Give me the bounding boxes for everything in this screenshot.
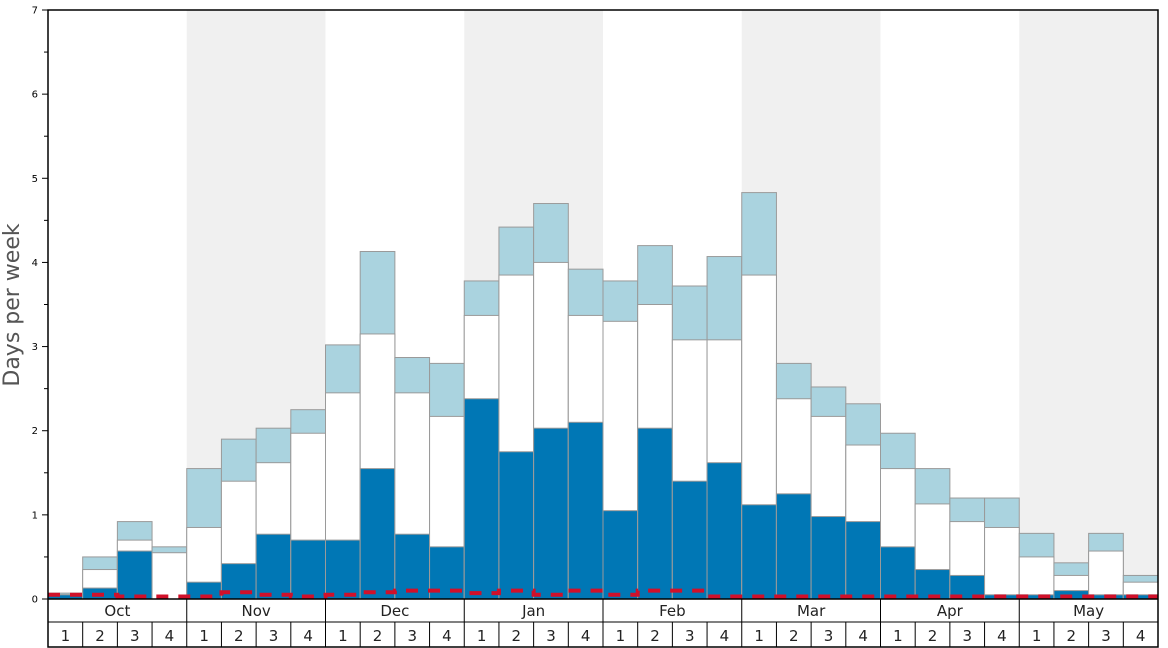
bar-lower bbox=[671, 480, 708, 600]
bar-lower bbox=[845, 521, 881, 600]
bars-layer bbox=[47, 192, 1159, 600]
week-label: 3 bbox=[1101, 627, 1111, 645]
week-label: 1 bbox=[754, 627, 764, 645]
bar-lower bbox=[359, 468, 396, 600]
week-label: 2 bbox=[1067, 627, 1077, 645]
week-label: 1 bbox=[616, 627, 626, 645]
week-label: 2 bbox=[650, 627, 660, 645]
dashed-series-line bbox=[48, 588, 1158, 599]
bar-middle bbox=[1088, 550, 1124, 600]
week-label: 4 bbox=[1136, 627, 1146, 645]
y-tick-label: 0 bbox=[32, 595, 38, 606]
bar-middle bbox=[1018, 556, 1055, 600]
week-label: 1 bbox=[199, 627, 209, 645]
month-label: Nov bbox=[241, 602, 270, 620]
month-label: Mar bbox=[797, 602, 826, 620]
week-label: 2 bbox=[95, 627, 105, 645]
y-axis-label: Days per week bbox=[0, 223, 25, 386]
month-label: Apr bbox=[937, 602, 964, 620]
bar-lower bbox=[602, 510, 639, 600]
bar-lower bbox=[325, 539, 361, 600]
bar-lower bbox=[637, 427, 673, 600]
month-label: Jan bbox=[521, 602, 545, 620]
bar-middle bbox=[151, 552, 188, 600]
week-label: 2 bbox=[512, 627, 522, 645]
y-tick-label: 6 bbox=[32, 90, 38, 101]
week-label: 1 bbox=[477, 627, 487, 645]
week-label: 4 bbox=[442, 627, 452, 645]
week-label: 4 bbox=[581, 627, 591, 645]
week-label: 4 bbox=[997, 627, 1007, 645]
week-label: 1 bbox=[1032, 627, 1042, 645]
bar-lower bbox=[463, 398, 500, 600]
week-label: 4 bbox=[165, 627, 175, 645]
week-label: 1 bbox=[893, 627, 903, 645]
week-label: 2 bbox=[928, 627, 938, 645]
bar-lower bbox=[498, 451, 535, 600]
week-label: 3 bbox=[962, 627, 972, 645]
plot-frame bbox=[47, 9, 1159, 648]
month-label: Dec bbox=[380, 602, 409, 620]
week-label: 3 bbox=[130, 627, 140, 645]
month-band bbox=[1019, 10, 1158, 599]
bar-lower bbox=[706, 462, 743, 600]
y-tick-label: 5 bbox=[32, 174, 38, 185]
y-axis: 0 1 2 3 4 5 6 7 bbox=[32, 6, 48, 606]
bar-lower bbox=[914, 569, 951, 600]
bar-lower bbox=[880, 546, 916, 600]
x-axis: Oct Nov Dec Jan Feb Mar Apr May 1 2 3 4 1 2 3 4 1 2 3 4 1 2 3 4… bbox=[48, 598, 1158, 647]
bar-lower bbox=[533, 427, 569, 600]
week-label: 3 bbox=[407, 627, 417, 645]
bar-lower bbox=[741, 504, 777, 600]
week-label: 2 bbox=[234, 627, 244, 645]
month-label: Feb bbox=[659, 602, 686, 620]
week-label: 1 bbox=[338, 627, 348, 645]
y-tick-label: 2 bbox=[32, 426, 38, 437]
y-tick-label: 4 bbox=[32, 258, 38, 269]
bar-middle bbox=[984, 526, 1020, 600]
bar-lower bbox=[775, 493, 812, 600]
month-label: Oct bbox=[104, 602, 130, 620]
week-label: 3 bbox=[546, 627, 556, 645]
dashed-line-layer bbox=[48, 588, 1158, 599]
week-label: 4 bbox=[303, 627, 313, 645]
y-tick-label: 7 bbox=[32, 6, 38, 17]
week-label: 3 bbox=[685, 627, 695, 645]
y-tick-label: 3 bbox=[32, 342, 38, 353]
bar-lower bbox=[255, 533, 292, 600]
y-tick-label: 1 bbox=[32, 510, 38, 521]
month-label: May bbox=[1073, 602, 1104, 620]
bar-lower bbox=[810, 516, 847, 600]
week-label: 3 bbox=[824, 627, 834, 645]
week-label: 2 bbox=[373, 627, 383, 645]
bar-lower bbox=[116, 550, 153, 600]
week-label: 2 bbox=[789, 627, 799, 645]
week-label: 4 bbox=[720, 627, 730, 645]
week-label: 4 bbox=[858, 627, 868, 645]
week-label: 1 bbox=[61, 627, 71, 645]
week-label: 3 bbox=[269, 627, 279, 645]
bar-lower bbox=[567, 421, 604, 600]
bar-lower bbox=[290, 539, 326, 600]
